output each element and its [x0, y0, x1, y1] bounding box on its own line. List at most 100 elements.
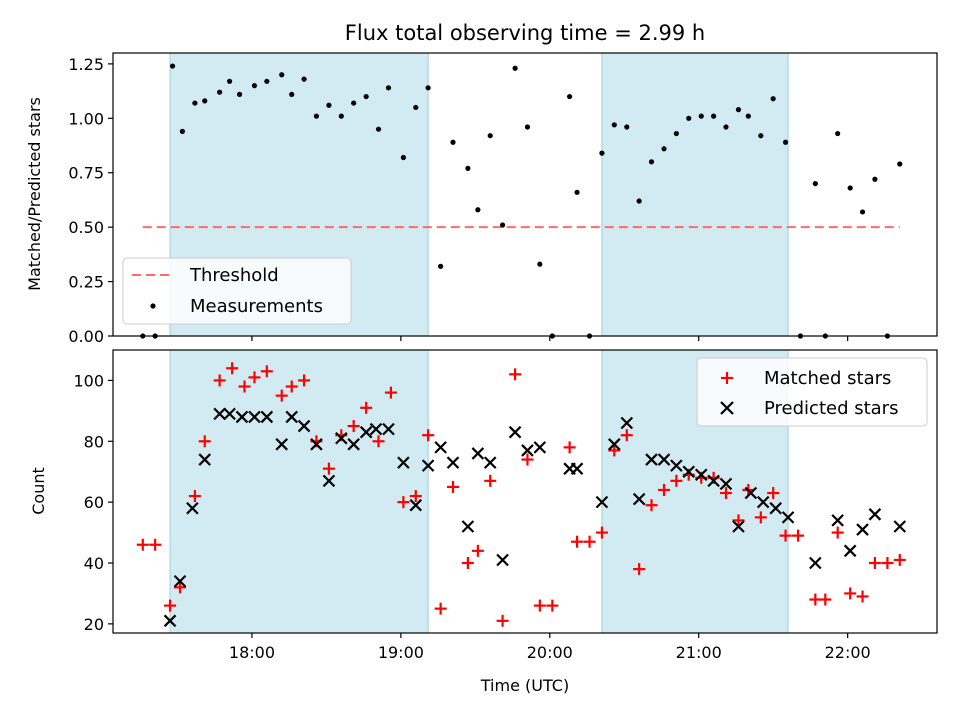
predicted-star-point: [461, 520, 475, 533]
measurement-point: [512, 65, 518, 71]
measurement-point: [251, 83, 258, 89]
measurement-point: [202, 98, 208, 104]
measurement-point: [835, 130, 841, 137]
measurement-point: [567, 93, 573, 100]
predicted-star-point: [831, 514, 844, 527]
x-tick-label: 20:00: [527, 643, 573, 662]
matched-star-point: [563, 441, 576, 454]
matched-star-point: [213, 374, 226, 387]
matched-star-point: [608, 444, 621, 457]
top-panel: 0.00 0.25 0.50 0.75 1.00 1.25 Matched/Predict…: [25, 52, 938, 346]
matched-star-point: [546, 599, 559, 612]
measurement-point: [636, 198, 642, 204]
y-tick-label: 0.25: [68, 273, 104, 292]
matched-star-point: [633, 563, 646, 576]
measurement-point: [169, 63, 176, 69]
predicted-star-point: [434, 441, 447, 454]
measurement-point: [537, 261, 543, 267]
predicted-star-point: [809, 556, 822, 570]
measurement-point: [758, 133, 764, 139]
matched-star-point: [893, 553, 906, 566]
y-tick-label: 0.50: [68, 218, 104, 237]
predicted-star-point: [213, 407, 226, 421]
measurement-point: [227, 78, 233, 84]
measurement-point: [326, 102, 332, 108]
predicted-star-point: [310, 438, 323, 451]
legend-matched-swatch: [721, 372, 733, 384]
measurement-point: [661, 146, 667, 152]
predicted-star-point: [409, 498, 423, 512]
predicted-star-point: [645, 453, 658, 466]
legend-threshold-label: Threshold: [189, 265, 279, 286]
predicted-star-point: [533, 441, 547, 454]
measurement-point: [624, 124, 630, 130]
predicted-star-point: [359, 425, 373, 439]
predicted-star-point: [769, 501, 782, 515]
predicted-star-point: [483, 456, 497, 469]
matched-star-point: [347, 420, 360, 433]
predicted-star-point: [732, 520, 745, 533]
measurement-point: [179, 128, 185, 134]
measurement-point: [289, 91, 295, 97]
y-tick-label: 1.25: [68, 55, 104, 74]
matched-star-point: [188, 490, 201, 503]
measurement-point: [236, 91, 243, 97]
predicted-star-point: [694, 468, 708, 482]
x-tick-label: 18:00: [229, 643, 275, 662]
observing-window-shade: [169, 349, 429, 634]
predicted-star-point: [297, 419, 311, 433]
bottom-plot-frame: [112, 349, 938, 634]
y-tick-label: 60: [84, 493, 104, 512]
measurement-point: [313, 113, 320, 119]
matched-star-point: [149, 538, 162, 551]
matched-star-point: [372, 435, 385, 448]
predicted-star-point: [657, 453, 671, 466]
predicted-star-point: [322, 474, 336, 488]
matched-star-point: [767, 487, 780, 500]
matched-star-point: [831, 526, 844, 539]
matched-star-point: [434, 602, 447, 615]
measurement-point: [648, 159, 655, 165]
predicted-star-point: [781, 511, 795, 524]
measurement-point: [673, 130, 679, 137]
matched-star-point: [174, 581, 187, 594]
matched-star-point: [496, 614, 509, 627]
y-tick-label: 0.00: [68, 327, 104, 346]
predicted-star-point: [347, 438, 360, 451]
measurement-point: [465, 165, 471, 171]
measurement-point: [217, 89, 223, 95]
matched-star-point: [868, 557, 881, 570]
predicted-star-point: [260, 410, 274, 424]
predicted-star-point: [595, 495, 609, 509]
predicted-star-point: [744, 486, 758, 500]
matched-star-point: [509, 368, 522, 381]
predicted-star-point: [719, 477, 733, 491]
matched-star-point: [260, 365, 273, 378]
legend-measurements-swatch: [150, 303, 156, 309]
chart-title: Flux total observing time = 2.99 h: [345, 21, 705, 45]
predicted-star-point: [632, 492, 646, 506]
matched-star-point: [422, 429, 435, 442]
matched-star-point: [298, 374, 311, 387]
matched-star-point: [461, 557, 474, 570]
predicted-star-point: [446, 456, 460, 469]
measurement-point: [872, 176, 878, 182]
matched-star-point: [521, 453, 534, 466]
predicted-star-point: [756, 495, 770, 509]
matched-star-point: [819, 593, 832, 606]
matched-star-point: [275, 389, 288, 402]
matched-star-point: [397, 496, 410, 509]
matched-star-point: [198, 435, 211, 448]
x-tick-label: 19:00: [378, 643, 424, 662]
matched-star-point: [533, 599, 546, 612]
measurement-point: [499, 222, 506, 228]
measurement-point: [400, 154, 407, 161]
measurement-point: [723, 124, 729, 130]
matched-star-point: [670, 474, 683, 487]
predicted-star-point: [682, 465, 696, 478]
top-plot-frame: [112, 52, 938, 337]
x-tick-label: 22:00: [825, 643, 871, 662]
matched-star-point: [164, 599, 177, 612]
predicted-star-point: [421, 459, 435, 472]
